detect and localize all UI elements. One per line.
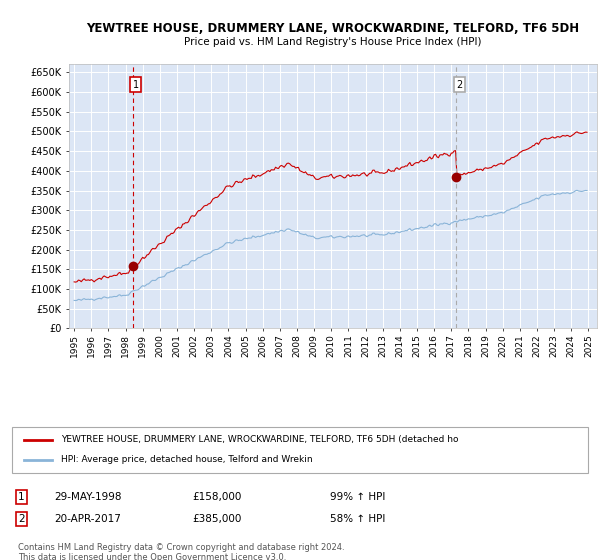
FancyBboxPatch shape [12, 427, 588, 473]
Text: 1: 1 [133, 80, 139, 90]
Text: HPI: Average price, detached house, Telford and Wrekin: HPI: Average price, detached house, Telf… [61, 455, 313, 464]
Text: 2: 2 [18, 514, 25, 524]
Text: 20-APR-2017: 20-APR-2017 [54, 514, 121, 524]
Text: 2: 2 [457, 80, 463, 90]
Text: 58% ↑ HPI: 58% ↑ HPI [330, 514, 385, 524]
Text: Price paid vs. HM Land Registry's House Price Index (HPI): Price paid vs. HM Land Registry's House … [184, 37, 482, 47]
Text: YEWTREE HOUSE, DRUMMERY LANE, WROCKWARDINE, TELFORD, TF6 5DH: YEWTREE HOUSE, DRUMMERY LANE, WROCKWARDI… [86, 22, 580, 35]
Text: £158,000: £158,000 [192, 492, 241, 502]
Text: 99% ↑ HPI: 99% ↑ HPI [330, 492, 385, 502]
Text: Contains HM Land Registry data © Crown copyright and database right 2024.
This d: Contains HM Land Registry data © Crown c… [18, 543, 344, 560]
Text: 1: 1 [18, 492, 25, 502]
Text: YEWTREE HOUSE, DRUMMERY LANE, WROCKWARDINE, TELFORD, TF6 5DH (detached ho: YEWTREE HOUSE, DRUMMERY LANE, WROCKWARDI… [61, 435, 458, 444]
Text: 29-MAY-1998: 29-MAY-1998 [54, 492, 121, 502]
Text: £385,000: £385,000 [192, 514, 241, 524]
